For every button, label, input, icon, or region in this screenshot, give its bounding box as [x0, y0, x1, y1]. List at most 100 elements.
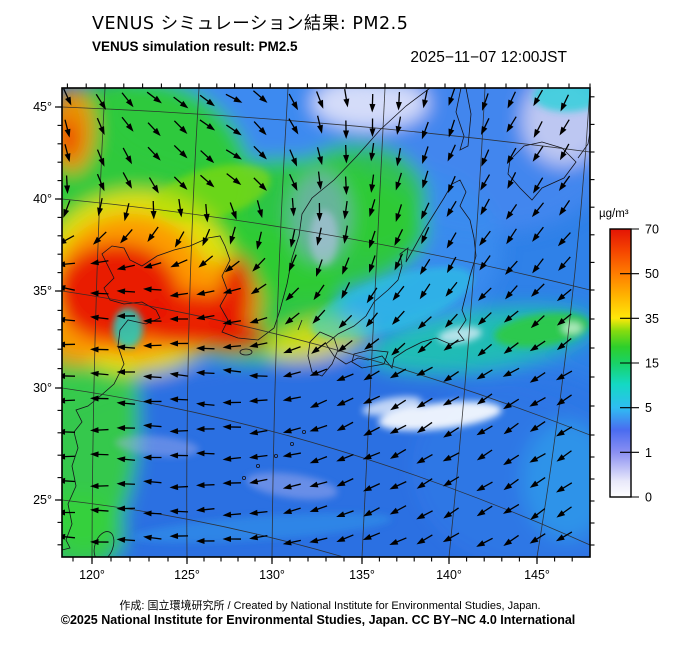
wind-arrow — [143, 422, 162, 429]
wind-arrow — [309, 424, 328, 432]
wind-arrow — [506, 228, 517, 245]
colorbar-tick-label: 5 — [645, 401, 652, 415]
wind-arrow — [147, 226, 159, 243]
wind-arrow — [116, 480, 136, 487]
y-axis-tick-label: 40° — [33, 192, 52, 206]
wind-arrow — [369, 255, 376, 273]
wind-arrow — [531, 202, 545, 218]
wind-arrow — [529, 340, 546, 352]
wind-arrow — [225, 93, 243, 103]
wind-arrow — [505, 285, 518, 300]
wind-arrow — [196, 482, 215, 489]
wind-arrow — [289, 173, 298, 192]
wind-arrow — [116, 424, 136, 431]
wind-arrow — [121, 92, 134, 108]
wind-arrow — [316, 259, 323, 277]
wind-arrow — [529, 533, 546, 544]
wind-arrow — [196, 314, 215, 321]
wind-arrow — [532, 258, 544, 274]
colorbar-tick-label: 50 — [645, 267, 659, 281]
wind-arrow — [558, 175, 571, 192]
meridian-line — [361, 88, 386, 557]
wind-arrow — [506, 204, 518, 220]
y-axis-tick-label: 35° — [33, 284, 52, 298]
wind-arrow — [447, 175, 456, 194]
wind-arrow — [422, 146, 429, 164]
wind-arrow — [394, 229, 404, 246]
page-title-jp: VENUS シミュレーション結果: PM2.5 — [92, 14, 409, 34]
wind-arrow — [443, 507, 459, 519]
wind-arrow — [282, 395, 301, 402]
wind-arrow — [116, 400, 136, 407]
wind-arrow — [122, 147, 133, 165]
wind-arrow — [196, 289, 215, 296]
wind-arrow — [419, 283, 431, 300]
wind-arrow — [316, 227, 322, 246]
wind-arrow — [476, 505, 493, 517]
wind-arrow — [336, 534, 354, 543]
wind-arrow — [556, 394, 572, 406]
wind-arrow — [96, 117, 105, 136]
wind-arrow — [477, 312, 492, 326]
wind-arrow — [90, 507, 109, 514]
x-axis-tick-label: 120° — [79, 568, 105, 582]
wind-arrow — [395, 148, 402, 167]
pm25-streak-layer — [113, 88, 590, 544]
wind-arrow — [116, 313, 136, 320]
wind-arrow — [249, 429, 268, 436]
wind-arrow — [222, 367, 242, 374]
wind-arrow — [392, 310, 405, 325]
wind-arrow — [225, 149, 242, 160]
wind-arrow — [337, 340, 353, 353]
wind-arrow — [90, 427, 109, 434]
wind-arrow — [169, 508, 189, 515]
parallel-line — [62, 387, 590, 546]
wind-arrow — [143, 454, 162, 461]
wind-arrow — [447, 144, 456, 162]
wind-arrow — [116, 264, 135, 271]
wind-arrow — [309, 505, 328, 512]
wind-arrow — [529, 452, 546, 463]
wind-arrow — [389, 368, 407, 379]
wind-arrow — [476, 393, 493, 405]
wind-arrow — [503, 478, 519, 491]
wind-arrow — [507, 91, 516, 109]
wind-arrow — [143, 317, 162, 324]
graticule — [62, 88, 590, 557]
axis-ticks — [57, 83, 595, 562]
wind-arrow — [529, 372, 546, 383]
wind-arrow — [196, 450, 215, 457]
wind-arrow — [116, 288, 136, 295]
wind-arrow — [506, 147, 517, 165]
wind-arrow — [196, 538, 215, 545]
wind-arrow — [369, 199, 376, 218]
wind-arrow — [416, 534, 433, 545]
colorbar-tick-label: 15 — [645, 357, 659, 371]
wind-arrow — [290, 197, 297, 217]
wind-arrow — [416, 453, 433, 464]
wind-arrow — [200, 150, 215, 164]
wind-arrow — [253, 121, 267, 136]
wind-arrow — [555, 531, 573, 542]
wind-arrow — [395, 116, 402, 135]
wind-arrow — [173, 120, 188, 134]
wind-arrow — [533, 177, 544, 194]
wind-arrow — [283, 346, 301, 354]
wind-arrow — [556, 506, 572, 518]
wind-arrow — [90, 259, 109, 266]
wind-arrow — [256, 200, 263, 219]
wind-arrow — [173, 96, 189, 109]
wind-arrow — [116, 368, 136, 375]
wind-arrow — [341, 282, 351, 299]
wind-arrow — [443, 370, 459, 382]
wind-arrow — [250, 283, 267, 295]
wind-arrow — [174, 231, 185, 248]
wind-arrow — [481, 149, 490, 167]
wind-arrow — [416, 421, 433, 434]
wind-arrow — [90, 483, 109, 490]
wind-arrow — [90, 395, 109, 402]
wind-arrow — [169, 396, 189, 403]
wind-arrow — [532, 226, 544, 242]
wind-arrow — [421, 226, 430, 245]
